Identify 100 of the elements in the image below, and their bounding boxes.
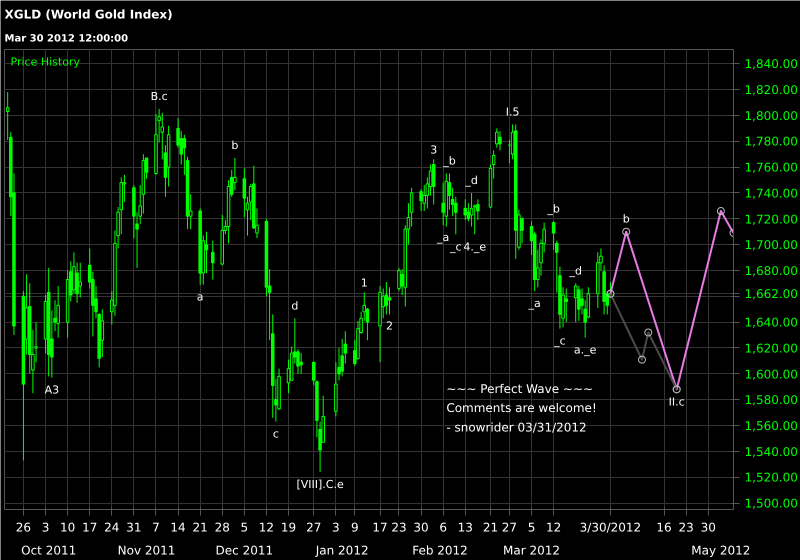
candlestick [498, 130, 502, 151]
x-tick-label: 13 [458, 520, 473, 534]
candlestick [100, 308, 104, 358]
x-tick-label: 21 [192, 520, 208, 534]
chart-subtitle: Mar 30 2012 12:00:00 [4, 34, 128, 44]
candlestick [432, 158, 436, 206]
x-tick-label: 5 [240, 520, 248, 534]
candlestick [577, 285, 581, 322]
candlestick [419, 188, 423, 212]
x-tick-label: 27 [306, 520, 322, 534]
annotation: _c [553, 334, 566, 348]
candlestick [204, 231, 208, 274]
annotation: 1 [360, 276, 368, 290]
y-tick-label: 1,800.00 [744, 108, 798, 123]
x2-tick-label: Feb 2012 [412, 544, 468, 558]
annotation: 3 [430, 143, 438, 156]
annotation: _a [528, 297, 541, 310]
candlestick [384, 282, 388, 315]
x-tick-label: 14 [170, 520, 186, 534]
y-tick-label: 1,820.00 [744, 83, 798, 98]
y-tick-label: 1,520.00 [744, 470, 798, 485]
x-tick-label: 6 [439, 520, 447, 534]
x2-tick-label: Jan 2012 [314, 544, 369, 558]
x-tick-label: 28 [214, 520, 230, 534]
x-tick-label: 24 [104, 520, 120, 534]
x-tick-label: 23 [391, 520, 407, 534]
candlestick [564, 288, 568, 323]
candlestick [78, 262, 82, 298]
annotation: _c [449, 240, 462, 254]
y-tick-label: 1,680.00 [744, 264, 798, 278]
x-tick-label: 31 [126, 520, 142, 534]
y-tick-label: 1,500.00 [744, 496, 798, 511]
x2-tick-label: Mar 2012 [503, 544, 560, 558]
x-tick-label: 5 [528, 520, 536, 534]
x-tick-label: 9 [350, 520, 359, 534]
annotation: II.c [668, 395, 685, 408]
x-tick-label: 3/30/2012 [580, 520, 642, 534]
annotation: _b [442, 154, 456, 168]
annotation: c [272, 428, 279, 441]
x-tick-label: 17 [82, 520, 98, 534]
annotation: d [291, 299, 298, 312]
y-tick-label: 1,700.00 [744, 238, 798, 252]
annotation: Price History [10, 56, 80, 68]
candlestick [463, 198, 468, 221]
annotation: a [196, 290, 204, 304]
candlestick [388, 286, 392, 315]
candlestick [233, 158, 237, 191]
candlestick [520, 216, 524, 244]
x-tick-label: 12 [546, 520, 562, 534]
annotation: 2 [386, 319, 394, 332]
x-tick-label: 3 [332, 520, 340, 534]
x-tick-label: 16 [656, 520, 672, 534]
annotation: Comments are welcome! [446, 401, 597, 416]
y-tick-label: 1,600.00 [744, 367, 798, 382]
candlestick [495, 128, 499, 148]
x2-tick-label: Nov 2011 [118, 544, 176, 558]
x-tick-label: 12 [258, 520, 274, 534]
x-tick-label: 21 [482, 520, 498, 534]
candlestick [574, 282, 578, 323]
y-tick-label: 1,740.00 [744, 186, 798, 200]
y-tick-label: 1,620.00 [744, 341, 798, 356]
x2-tick-label: Oct 2011 [21, 544, 76, 558]
annotation: b [231, 139, 238, 152]
annotation: [VIII].C.e [296, 478, 344, 492]
y-tick-label: 1,840.00 [744, 57, 798, 72]
annotation: _d [568, 264, 582, 278]
annotation: A3 [44, 384, 60, 397]
x-tick-label: 26 [16, 520, 32, 534]
annotation: 4._e [463, 240, 486, 254]
y-tick-label: 1,580.00 [744, 393, 798, 408]
annotation: I.5 [506, 105, 520, 118]
y-tick-label: 1,780.00 [744, 134, 798, 149]
x-tick-label: 30 [700, 520, 716, 534]
annotation: _a [436, 231, 450, 244]
annotation: _d [464, 174, 478, 187]
annotation: b [622, 212, 630, 226]
annotation: B.c [150, 90, 168, 103]
y-tick-label: 1,760.00 [744, 160, 798, 175]
annotation: a._e [574, 344, 597, 357]
y-tick-label: 1,640.00 [744, 316, 798, 330]
x-tick-label: 10 [60, 520, 76, 534]
candlestick [397, 267, 401, 292]
x-tick-label: 17 [372, 520, 388, 534]
candlestick [56, 285, 60, 338]
annotation: ~~~ Perfect Wave ~~~ [446, 382, 594, 396]
candlestick [211, 240, 215, 280]
chart-title: XGLD (World Gold Index) [4, 8, 173, 22]
y-tick-label: 1,540.00 [744, 444, 798, 459]
x-tick-label: 19 [280, 520, 296, 534]
candlestick [299, 352, 303, 374]
candlestick [552, 220, 556, 250]
x-tick-label: 3 [42, 520, 50, 534]
x-tick-label: 7 [152, 520, 160, 534]
x2-tick-label: Dec 2011 [216, 544, 274, 558]
x-tick-label: 30 [413, 520, 429, 534]
annotation: _b [546, 202, 560, 216]
x-tick-label: 27 [502, 520, 518, 534]
annotation: - snowrider 03/31/2012 [446, 420, 587, 435]
y-tick-label: 1,560.00 [744, 419, 798, 434]
x-tick-label: 23 [678, 520, 694, 534]
